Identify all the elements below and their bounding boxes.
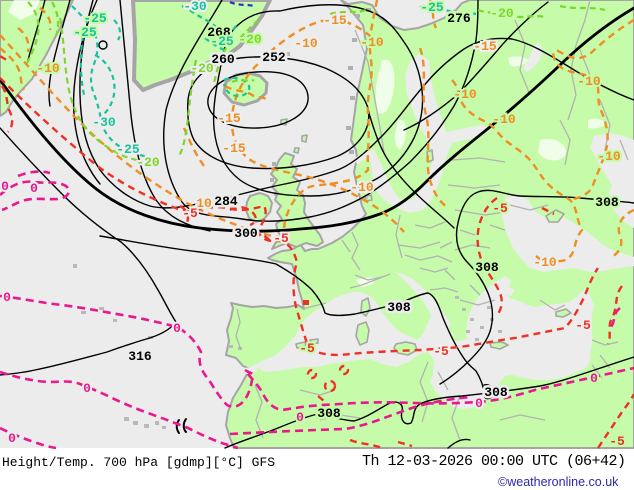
svg-text:0: 0 — [296, 410, 304, 425]
svg-text:-5: -5 — [299, 341, 315, 356]
svg-text:308: 308 — [475, 260, 499, 275]
svg-text:316: 316 — [128, 349, 152, 364]
svg-text:284: 284 — [214, 194, 238, 209]
svg-text:-20: -20 — [190, 61, 214, 76]
svg-text:-5: -5 — [575, 318, 591, 333]
svg-text:-5: -5 — [273, 231, 289, 246]
svg-text:300: 300 — [234, 226, 258, 241]
svg-text:-25: -25 — [420, 0, 444, 15]
svg-text:-25: -25 — [210, 34, 234, 49]
svg-text:Th 12-03-2026 00:00 UTC (06+42: Th 12-03-2026 00:00 UTC (06+42) — [362, 453, 626, 470]
svg-text:-15: -15 — [473, 39, 497, 54]
svg-text:-15: -15 — [323, 13, 347, 28]
svg-text:-15: -15 — [222, 141, 246, 156]
svg-text:308: 308 — [387, 300, 411, 315]
svg-text:-5: -5 — [182, 206, 198, 221]
svg-text:0: 0 — [3, 290, 11, 305]
svg-text:-30: -30 — [92, 115, 116, 130]
svg-text:-20: -20 — [136, 155, 160, 170]
svg-text:0: 0 — [8, 431, 16, 446]
svg-text:-15: -15 — [217, 111, 241, 126]
svg-text:-25: -25 — [116, 142, 140, 157]
svg-text:-10: -10 — [597, 149, 621, 164]
svg-text:0: 0 — [83, 381, 91, 396]
svg-text:0: 0 — [30, 181, 38, 196]
svg-text:-10: -10 — [453, 87, 477, 102]
svg-text:0: 0 — [590, 371, 598, 386]
svg-text:-10: -10 — [36, 61, 60, 76]
svg-text:0: 0 — [173, 321, 181, 336]
svg-text:-25: -25 — [73, 25, 97, 40]
svg-text:-30: -30 — [183, 0, 207, 14]
svg-text:-10: -10 — [360, 35, 384, 50]
svg-text:10: 10 — [196, 196, 212, 211]
svg-text:-5: -5 — [433, 344, 449, 359]
svg-text:-10: -10 — [492, 112, 516, 127]
svg-text:308: 308 — [317, 406, 341, 421]
svg-text:-10: -10 — [533, 255, 557, 270]
svg-text:0: 0 — [475, 396, 483, 411]
svg-text:308: 308 — [595, 195, 619, 210]
svg-text:-20: -20 — [490, 6, 514, 21]
svg-text:-10: -10 — [577, 74, 601, 89]
svg-text:276: 276 — [447, 11, 471, 26]
svg-text:308: 308 — [484, 385, 508, 400]
svg-text:0: 0 — [1, 179, 9, 194]
svg-text:Height/Temp. 700 hPa [gdmp][°C: Height/Temp. 700 hPa [gdmp][°C] GFS — [2, 455, 275, 470]
svg-text:-5: -5 — [492, 201, 508, 216]
svg-text:268: 268 — [207, 25, 231, 40]
svg-text:-25: -25 — [83, 11, 107, 26]
svg-text:-10: -10 — [350, 180, 374, 195]
svg-text:-5: -5 — [609, 434, 625, 449]
svg-text:-20: -20 — [238, 32, 262, 47]
svg-text:252: 252 — [262, 50, 286, 65]
svg-text:260: 260 — [211, 52, 235, 67]
svg-text:-10: -10 — [294, 36, 318, 51]
svg-text:©weatheronline.co.uk: ©weatheronline.co.uk — [498, 475, 619, 489]
